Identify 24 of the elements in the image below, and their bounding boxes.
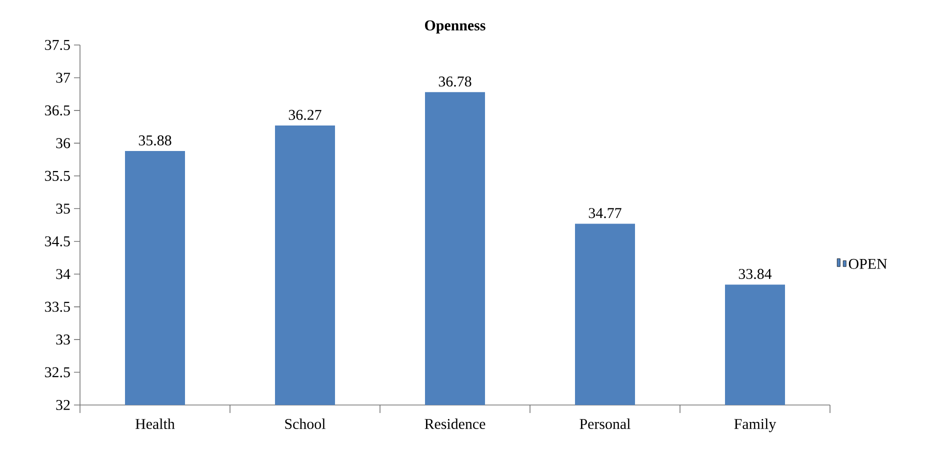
y-tick-label: 36 xyxy=(56,138,70,148)
chart-title: Openness xyxy=(425,20,486,34)
data-label: 35.88 xyxy=(138,135,172,146)
y-tick-label: 34 xyxy=(56,269,70,280)
y-tick-label: 32 xyxy=(56,400,70,410)
data-label: 36.27 xyxy=(288,110,322,120)
y-tick-label: 37.5 xyxy=(45,40,70,50)
x-tick-label: Family xyxy=(734,418,776,432)
data-label: 33.84 xyxy=(738,268,772,280)
x-tick-label: Residence xyxy=(424,418,486,430)
y-tick-label: 37 xyxy=(56,72,70,83)
data-label: 36.78 xyxy=(438,76,472,87)
y-tick-label: 33.5 xyxy=(45,302,70,312)
y-tick-label: 35.5 xyxy=(45,170,70,181)
y-tick-label: 34.5 xyxy=(45,236,70,246)
x-tick-label: Health xyxy=(136,418,175,430)
y-tick-label: 33 xyxy=(56,334,70,345)
x-tick-label: School xyxy=(285,418,326,430)
data-label: 34.77 xyxy=(588,208,622,218)
legend-label: OPEN xyxy=(848,258,887,269)
x-tick-label: Personal xyxy=(580,418,630,430)
y-tick-label: 32.5 xyxy=(45,367,70,378)
y-tick-label: 35 xyxy=(56,204,70,214)
y-tick-label: 36.5 xyxy=(45,105,70,116)
